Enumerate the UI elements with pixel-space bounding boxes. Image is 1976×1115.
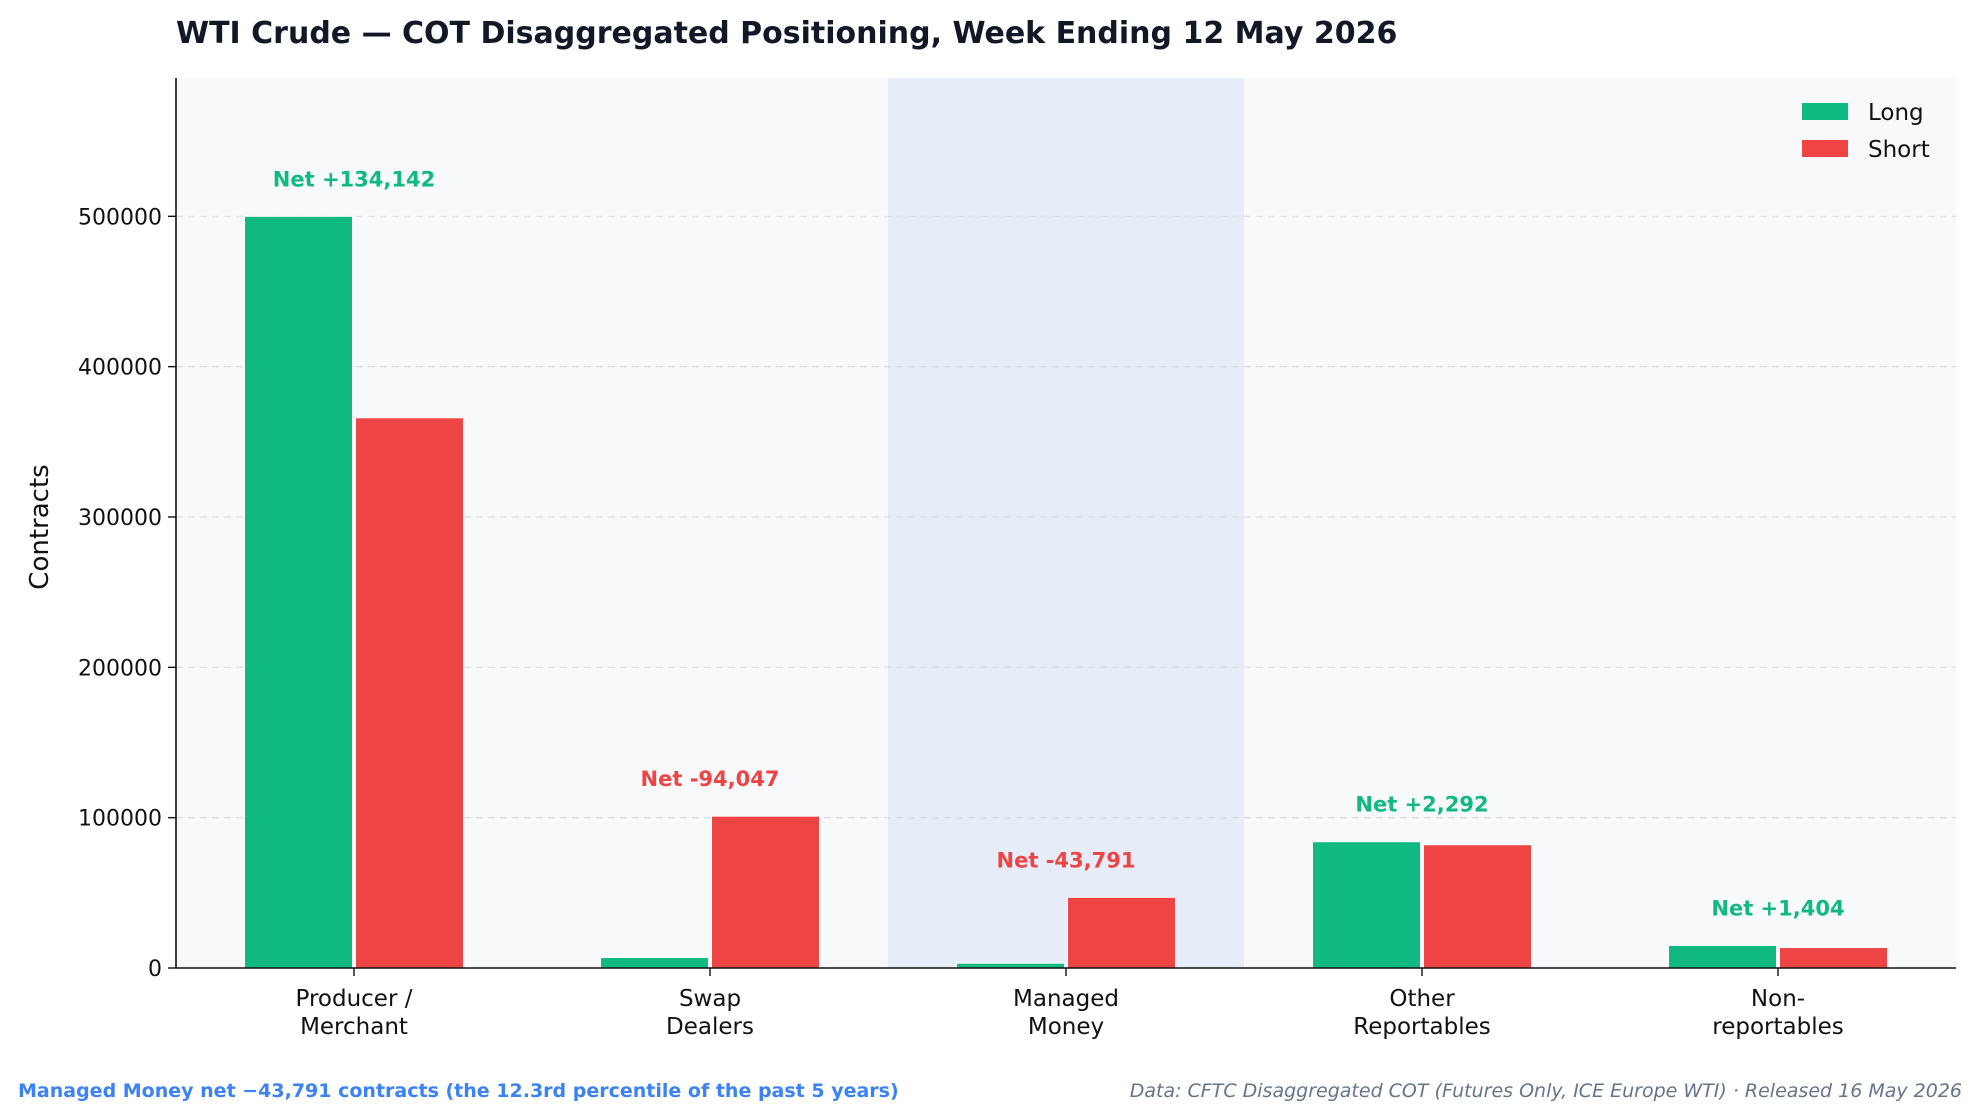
legend-label-short: Short [1868,137,1930,163]
x-category-label-3: Other Reportables [1353,986,1490,1040]
bar-long-1 [600,956,709,969]
bar-short-1 [711,815,820,969]
net-label-2: Net -43,791 [997,848,1136,872]
bar-short-3 [1423,844,1532,969]
managed-money-highlight-band [888,78,1244,968]
x-category-label-1: Swap Dealers [666,986,754,1040]
x-category-label-2: Managed Money [1013,986,1119,1040]
x-category-line-4-0: Non- [1751,986,1805,1012]
y-tick-label-5: 500000 [78,205,162,230]
bar-short-4 [1779,947,1888,969]
y-tick-label-2: 200000 [78,656,162,681]
bar-short-0 [355,417,464,969]
legend-label-long: Long [1868,100,1924,126]
legend: Long Short [1802,100,1930,163]
x-category-line-0-1: Merchant [300,1014,408,1040]
x-category-line-3-0: Other [1389,986,1455,1012]
y-tick-label-3: 300000 [78,506,162,531]
x-category-labels: Producer / Merchant Swap Dealers Managed Mone… [296,986,1844,1040]
net-label-0: Net +134,142 [273,167,435,191]
bar-long-4 [1668,944,1777,969]
x-category-label-0: Producer / Merchant [296,986,413,1040]
bar-long-3 [1312,841,1421,969]
legend-swatch-short [1802,140,1848,157]
y-axis-title: Contracts [25,464,55,589]
x-category-line-2-0: Managed [1013,986,1119,1012]
bars [244,215,1888,969]
x-category-line-4-1: reportables [1712,1014,1843,1040]
net-label-3: Net +2,292 [1355,793,1488,817]
legend-swatch-long [1802,103,1848,120]
y-tick-label-4: 400000 [78,356,162,381]
net-labels: Net +134,142 Net -94,047 Net -43,791 Net +2… [273,167,1845,920]
chart-title: WTI Crude — COT Disaggregated Positionin… [176,16,1397,51]
x-category-line-1-0: Swap [679,986,741,1012]
x-category-line-3-1: Reportables [1353,1014,1490,1040]
bar-long-0 [244,215,353,969]
footnote-source: Data: CFTC Disaggregated COT (Futures On… [1130,1080,1962,1102]
y-tick-label-0: 0 [148,957,162,982]
y-tick-label-1: 100000 [78,807,162,832]
net-label-4: Net +1,404 [1711,896,1844,920]
y-tick-labels: 0 100000 200000 300000 400000 500000 [78,205,162,982]
axes [168,78,1956,976]
footnote-managed-money: Managed Money net −43,791 contracts (the… [18,1080,899,1102]
x-category-line-2-1: Money [1028,1014,1104,1040]
bar-short-2 [1067,896,1176,969]
net-label-1: Net -94,047 [641,767,780,791]
x-category-line-1-1: Dealers [666,1014,754,1040]
gridlines [176,215,1956,819]
x-category-line-0-0: Producer / [296,986,413,1012]
x-category-label-4: Non-reportables [1712,986,1843,1040]
